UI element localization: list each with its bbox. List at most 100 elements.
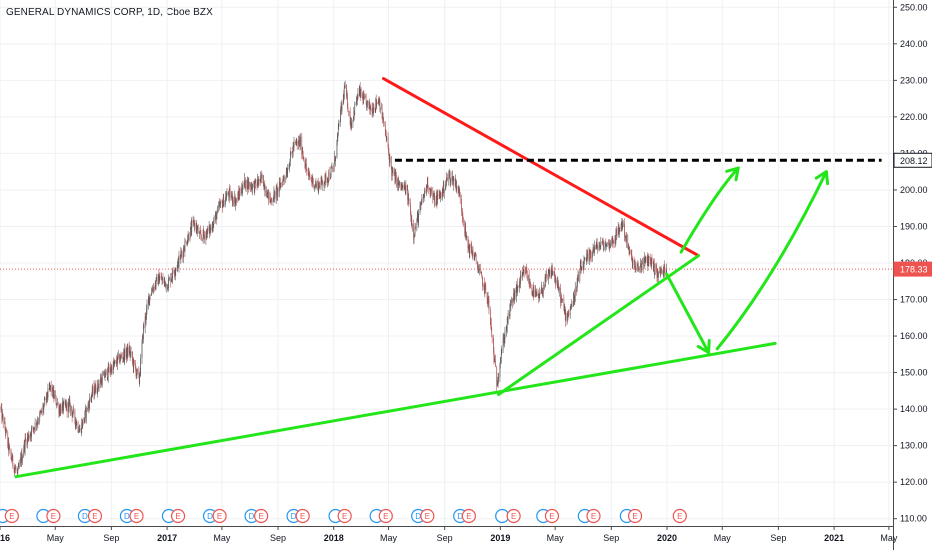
candle-body [564, 308, 566, 315]
earnings-event-icon[interactable]: E [295, 508, 310, 524]
event-label: E [591, 512, 596, 521]
candle-body [445, 184, 446, 191]
candle-body [225, 196, 227, 200]
candle-body [52, 387, 53, 392]
earnings-event-icon[interactable]: E [87, 508, 103, 524]
candle-body [295, 142, 296, 143]
candle-body [340, 109, 341, 122]
earnings-event-icon[interactable]: E [506, 508, 521, 524]
candle-body [478, 269, 480, 271]
candle-body [158, 279, 160, 284]
candle-body [539, 292, 540, 298]
candle-body [659, 272, 661, 273]
candle-body [650, 258, 651, 261]
projection-arrow[interactable] [715, 170, 828, 351]
candle-body [568, 313, 570, 315]
candle-body [648, 255, 650, 267]
candle-body [92, 388, 94, 394]
earnings-event-icon[interactable]: E [337, 508, 352, 524]
candle-body [274, 191, 275, 192]
trendline-green[interactable] [497, 254, 701, 396]
candle-body [608, 241, 609, 243]
earnings-event-icon[interactable]: E [544, 508, 560, 524]
candle-body [564, 311, 566, 315]
candle-body [120, 355, 122, 356]
candle-body [266, 190, 267, 197]
candle-body [376, 102, 378, 104]
earnings-event-icon[interactable]: E [420, 508, 435, 524]
candle-body [60, 407, 62, 414]
dividend-event-icon[interactable]: D [244, 508, 259, 524]
candle-body [151, 292, 152, 296]
projection-arrow[interactable] [679, 166, 740, 254]
candle-body [513, 293, 515, 300]
candle-body [382, 117, 383, 120]
candle-body [20, 457, 22, 464]
candle-body [357, 93, 359, 99]
candle-body [202, 238, 204, 241]
candle-body [21, 453, 22, 464]
trendline-red[interactable] [381, 77, 701, 258]
earnings-event-icon[interactable]: E [46, 508, 61, 524]
candle-body [39, 412, 41, 422]
candle-body [312, 177, 314, 188]
earnings-event-icon[interactable]: E [672, 508, 687, 524]
candle-body [644, 257, 646, 263]
earnings-event-icon[interactable]: E [4, 508, 19, 524]
candle-body [567, 312, 568, 319]
dividend-event-icon[interactable]: D [202, 508, 218, 524]
event-label: E [175, 512, 180, 521]
earnings-event-icon[interactable]: E [254, 508, 269, 524]
earnings-event-icon[interactable]: E [212, 508, 227, 524]
candle-body [509, 312, 510, 317]
event-label: E [300, 512, 305, 521]
candle-body [14, 468, 16, 469]
trendline-green[interactable] [14, 341, 777, 479]
candle-body [138, 373, 140, 382]
candle-body [471, 252, 473, 256]
candle-body [31, 428, 32, 437]
candle-body [250, 183, 252, 189]
earnings-event-icon[interactable]: E [129, 508, 144, 524]
candle-body [253, 182, 255, 184]
earnings-event-icon[interactable]: E [627, 508, 643, 524]
candle-body [593, 247, 595, 253]
candle-body [170, 279, 172, 283]
candle-body [237, 193, 239, 201]
candle-body [144, 316, 146, 328]
earnings-event-icon[interactable]: E [378, 508, 393, 524]
candle-body [586, 254, 588, 258]
candle-body [158, 274, 159, 285]
candle-body [661, 268, 662, 274]
candle-body [500, 358, 502, 363]
event-label: E [51, 512, 56, 521]
event-label: D [249, 512, 255, 521]
candle-body [563, 308, 565, 310]
candle-body [580, 264, 582, 265]
candle-body [468, 245, 469, 249]
candle-body [506, 328, 508, 330]
candle-body [158, 274, 160, 284]
candle-body [600, 245, 601, 247]
drawing-overlays[interactable] [0, 77, 893, 479]
candle-body [305, 167, 306, 169]
candle-body [478, 269, 479, 273]
projection-arrow[interactable] [665, 272, 711, 354]
event-label: E [466, 512, 471, 521]
candle-body [87, 404, 89, 410]
candle-body [664, 268, 666, 273]
candle-body [618, 231, 620, 233]
earnings-event-icon[interactable]: E [170, 508, 186, 524]
candle-body [418, 212, 420, 223]
candle-body [385, 132, 387, 136]
candle-body [488, 300, 490, 311]
candle-body [216, 207, 218, 214]
candle-body [206, 228, 208, 238]
earnings-event-icon[interactable]: E [586, 508, 601, 524]
candle-body [429, 188, 430, 190]
candle-body [191, 222, 193, 232]
candle-body [199, 231, 201, 233]
earnings-event-icon[interactable]: E [461, 508, 476, 524]
